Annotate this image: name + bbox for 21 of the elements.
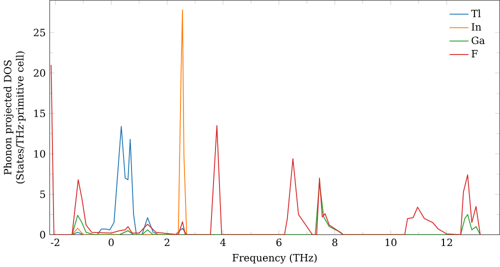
y-axis-title: Phonon projected DOS (States/THz·primitive cell) [4,51,26,184]
x-tick-label: 4 [220,238,226,246]
x-tick-label: 2 [164,238,170,246]
x-tick-label: -2 [50,238,60,246]
x-axis-title: Frequency (THz) [232,254,317,264]
x-tick-label: 0 [108,238,114,246]
legend-label: Tl [471,9,481,18]
y-tick-label: 0 [40,230,46,238]
y-tick-label: 15 [34,110,46,118]
y-tick-label: 20 [34,69,46,77]
x-tick-label: 12 [442,238,452,246]
legend-label: F [472,50,478,58]
x-tick-label: 8 [332,238,338,246]
line-series [50,64,481,235]
legend-label: Ga [472,36,485,44]
y-tick-label: 5 [40,190,46,198]
x-tick-label: 10 [386,238,396,246]
legend-label: In [472,23,482,30]
x-tick-label: 6 [276,238,282,246]
y-tick-label: 25 [34,28,46,36]
y-tick-label: 10 [34,150,46,158]
